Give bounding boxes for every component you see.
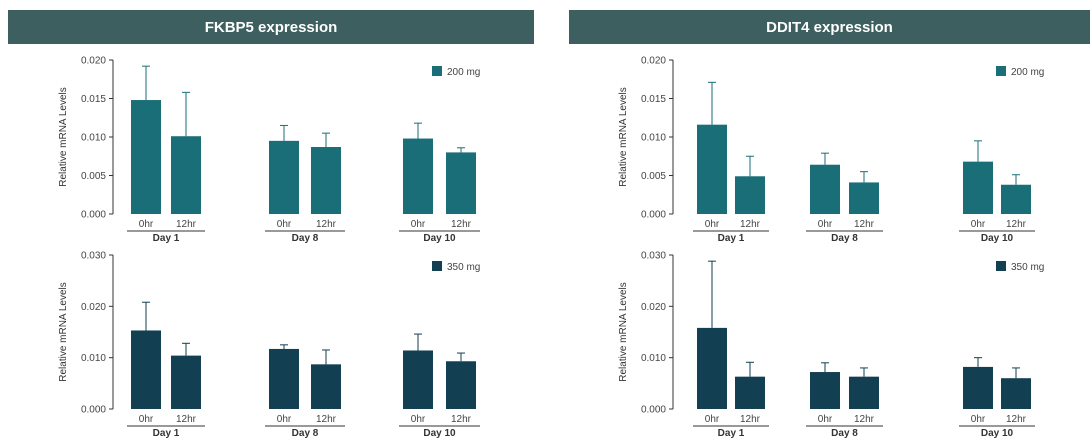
bar bbox=[269, 140, 299, 214]
x-tick-label: 12hr bbox=[176, 219, 197, 230]
group-label: Day 10 bbox=[423, 233, 456, 244]
bar bbox=[697, 327, 727, 409]
x-tick-label: 12hr bbox=[740, 414, 761, 425]
y-tick-label: 0.000 bbox=[81, 210, 106, 221]
x-tick-label: 12hr bbox=[316, 414, 337, 425]
bar bbox=[446, 152, 476, 214]
x-tick-label: 0hr bbox=[971, 414, 986, 425]
x-tick-label: 0hr bbox=[277, 219, 292, 230]
group-label: Day 1 bbox=[718, 428, 745, 439]
y-tick-label: 0.020 bbox=[81, 302, 106, 313]
bar bbox=[697, 124, 727, 214]
legend-label: 350 mg bbox=[447, 262, 480, 273]
x-tick-label: 0hr bbox=[411, 219, 426, 230]
bar bbox=[311, 364, 341, 409]
bar bbox=[810, 372, 840, 409]
y-tick-label: 0.005 bbox=[641, 171, 666, 182]
bar bbox=[311, 147, 341, 214]
legend-label: 200 mg bbox=[447, 67, 480, 78]
bar bbox=[131, 100, 161, 214]
bar bbox=[810, 164, 840, 214]
y-axis-label: Relative mRNA Levels bbox=[618, 282, 629, 381]
x-tick-label: 12hr bbox=[1006, 414, 1027, 425]
x-tick-label: 12hr bbox=[740, 219, 761, 230]
x-tick-label: 12hr bbox=[176, 414, 197, 425]
y-tick-label: 0.010 bbox=[81, 133, 106, 144]
bar bbox=[1001, 378, 1031, 409]
legend-label: 350 mg bbox=[1011, 262, 1044, 273]
x-tick-label: 0hr bbox=[139, 219, 154, 230]
y-tick-label: 0.000 bbox=[641, 405, 666, 416]
y-tick-label: 0.020 bbox=[641, 302, 666, 313]
y-tick-label: 0.010 bbox=[81, 353, 106, 364]
y-axis-label: Relative mRNA Levels bbox=[58, 282, 69, 381]
x-tick-label: 0hr bbox=[277, 414, 292, 425]
panel-title-ddit4: DDIT4 expression bbox=[569, 10, 1090, 44]
bar bbox=[963, 366, 993, 409]
bar bbox=[269, 348, 299, 409]
x-tick-label: 12hr bbox=[854, 219, 875, 230]
x-tick-label: 0hr bbox=[705, 414, 720, 425]
y-tick-label: 0.030 bbox=[641, 251, 666, 262]
legend-swatch bbox=[996, 261, 1006, 271]
y-tick-label: 0.015 bbox=[81, 94, 106, 105]
group-label: Day 8 bbox=[831, 233, 858, 244]
bar bbox=[735, 176, 765, 214]
group-label: Day 1 bbox=[153, 233, 180, 244]
group-label: Day 10 bbox=[981, 233, 1014, 244]
group-label: Day 8 bbox=[292, 428, 319, 439]
legend-swatch bbox=[432, 261, 442, 271]
bar bbox=[171, 355, 201, 409]
chart-fkbp5-350mg: Relative mRNA Levels 0.000 0.010 0.020 0.030… bbox=[58, 251, 480, 440]
y-tick-label: 0.020 bbox=[641, 56, 666, 67]
bar bbox=[131, 330, 161, 409]
x-tick-label: 0hr bbox=[705, 219, 720, 230]
group-label: Day 8 bbox=[831, 428, 858, 439]
x-tick-label: 0hr bbox=[818, 414, 833, 425]
group-label: Day 1 bbox=[153, 428, 180, 439]
y-tick-label: 0.010 bbox=[641, 353, 666, 364]
x-tick-label: 0hr bbox=[411, 414, 426, 425]
x-tick-label: 12hr bbox=[451, 219, 472, 230]
group-label: Day 8 bbox=[292, 233, 319, 244]
bar bbox=[171, 136, 201, 214]
y-tick-label: 0.015 bbox=[641, 94, 666, 105]
chart-ddit4-350mg: Relative mRNA Levels 0.000 0.010 0.020 0.030… bbox=[618, 251, 1044, 440]
y-tick-label: 0.000 bbox=[641, 210, 666, 221]
bar bbox=[963, 161, 993, 214]
x-tick-label: 0hr bbox=[971, 219, 986, 230]
bar bbox=[403, 350, 433, 409]
bar bbox=[849, 376, 879, 409]
x-tick-label: 12hr bbox=[316, 219, 337, 230]
y-tick-label: 0.000 bbox=[81, 405, 106, 416]
chart-ddit4-200mg: Relative mRNA Levels 0.000 0.005 0.010 0.015… bbox=[618, 56, 1044, 245]
y-tick-label: 0.020 bbox=[81, 56, 106, 67]
bar bbox=[735, 376, 765, 409]
panel-title-fkbp5: FKBP5 expression bbox=[8, 10, 534, 44]
bar bbox=[403, 138, 433, 214]
bar bbox=[1001, 184, 1031, 214]
legend-swatch bbox=[432, 66, 442, 76]
x-tick-label: 12hr bbox=[854, 414, 875, 425]
legend-label: 200 mg bbox=[1011, 67, 1044, 78]
group-label: Day 1 bbox=[718, 233, 745, 244]
group-label: Day 10 bbox=[981, 428, 1014, 439]
bar bbox=[446, 361, 476, 409]
y-axis-label: Relative mRNA Levels bbox=[58, 87, 69, 186]
x-tick-label: 0hr bbox=[139, 414, 154, 425]
x-tick-label: 0hr bbox=[818, 219, 833, 230]
y-tick-label: 0.005 bbox=[81, 171, 106, 182]
y-axis-label: Relative mRNA Levels bbox=[618, 87, 629, 186]
chart-fkbp5-200mg: Relative mRNA Levels 0.000 0.005 0.010 0.015… bbox=[58, 56, 480, 245]
legend-swatch bbox=[996, 66, 1006, 76]
y-tick-label: 0.010 bbox=[641, 133, 666, 144]
bar bbox=[849, 182, 879, 214]
x-tick-label: 12hr bbox=[1006, 219, 1027, 230]
x-tick-label: 12hr bbox=[451, 414, 472, 425]
y-tick-label: 0.030 bbox=[81, 251, 106, 262]
group-label: Day 10 bbox=[423, 428, 456, 439]
